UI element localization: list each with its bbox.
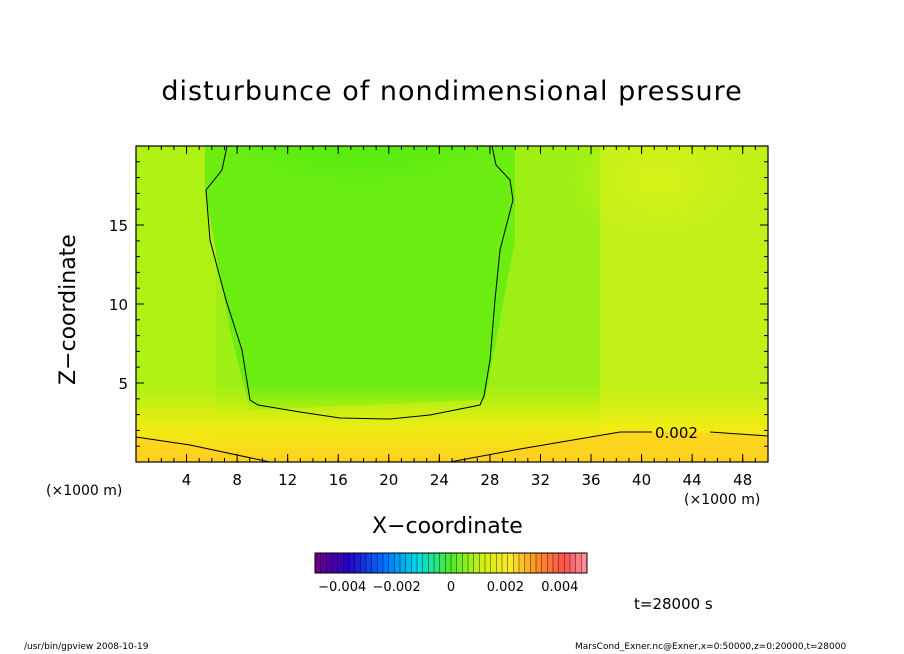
colorbar-cell bbox=[575, 553, 582, 573]
colorbar-cell bbox=[541, 553, 548, 573]
colorbar-cell bbox=[332, 553, 339, 573]
colorbar-cell bbox=[485, 553, 492, 573]
x-unit-right: (×1000 m) bbox=[684, 492, 761, 508]
colorbar-cell bbox=[388, 553, 395, 573]
colorbar-cell bbox=[553, 553, 560, 573]
x-tick-label: 8 bbox=[232, 471, 242, 489]
x-tick-label: 48 bbox=[733, 471, 752, 489]
colorbar-cell bbox=[434, 553, 441, 573]
heatmap-field bbox=[136, 146, 768, 462]
colorbar-cell bbox=[456, 553, 463, 573]
colorbar-cell bbox=[405, 553, 412, 573]
colorbar-cell bbox=[473, 553, 480, 573]
colorbar-cell bbox=[417, 553, 424, 573]
colorbar-cell bbox=[366, 553, 373, 573]
colorbar-cell bbox=[315, 553, 322, 573]
y-tick-label: 15 bbox=[109, 217, 128, 235]
colorbar-cell bbox=[513, 553, 520, 573]
colorbar-cell bbox=[343, 553, 350, 573]
colorbar-cell bbox=[371, 553, 378, 573]
colorbar-tick-label: −0.002 bbox=[373, 580, 421, 595]
x-tick-label: 32 bbox=[531, 471, 550, 489]
colorbar-cell bbox=[564, 553, 571, 573]
colorbar-cell bbox=[349, 553, 356, 573]
colorbar-tick-label: −0.004 bbox=[318, 580, 366, 595]
chart-title: disturbunce of nondimensional pressure bbox=[161, 76, 743, 107]
colorbar-cell bbox=[524, 553, 531, 573]
colorbar-cell bbox=[394, 553, 401, 573]
colorbar-cell bbox=[519, 553, 526, 573]
x-tick-label: 24 bbox=[430, 471, 449, 489]
colorbar-cell bbox=[422, 553, 429, 573]
y-tick-label: 10 bbox=[109, 296, 128, 314]
footer-source: MarsCond_Exner.nc@Exner,x=0:50000,z=0:20… bbox=[575, 642, 847, 652]
colorbar-cell bbox=[428, 553, 435, 573]
contour-label: 0.002 bbox=[655, 424, 698, 442]
colorbar-cell bbox=[547, 553, 554, 573]
colorbar-cell bbox=[570, 553, 577, 573]
colorbar-cell bbox=[354, 553, 361, 573]
x-tick-label: 40 bbox=[632, 471, 651, 489]
colorbar-tick-label: 0.004 bbox=[541, 580, 578, 595]
colorbar-cell bbox=[558, 553, 565, 573]
colorbar-cell bbox=[383, 553, 390, 573]
colorbar-cell bbox=[326, 553, 333, 573]
x-axis-label: X−coordinate bbox=[372, 514, 523, 539]
x-tick-label: 4 bbox=[182, 471, 192, 489]
x-tick-label: 36 bbox=[581, 471, 600, 489]
colorbar-cell bbox=[451, 553, 458, 573]
colorbar-cell bbox=[411, 553, 418, 573]
colorbar-cell bbox=[462, 553, 469, 573]
colorbar-cell bbox=[581, 553, 588, 573]
x-tick-label: 28 bbox=[480, 471, 499, 489]
x-unit-left: (×1000 m) bbox=[46, 483, 123, 499]
colorbar-cell bbox=[507, 553, 514, 573]
colorbar-tick-label: 0.002 bbox=[487, 580, 524, 595]
colorbar-cell bbox=[337, 553, 344, 573]
x-tick-label: 44 bbox=[683, 471, 702, 489]
colorbar-cell bbox=[530, 553, 537, 573]
colorbar-cell bbox=[496, 553, 503, 573]
colorbar-cell bbox=[445, 553, 452, 573]
footer-command: /usr/bin/gpview 2008-10-19 bbox=[24, 642, 149, 652]
colorbar-cell bbox=[377, 553, 384, 573]
x-tick-label: 20 bbox=[379, 471, 398, 489]
contour-lines bbox=[135, 145, 769, 463]
colorbar-cell bbox=[400, 553, 407, 573]
colorbar-cell bbox=[479, 553, 486, 573]
colorbar-frame bbox=[314, 552, 588, 574]
colorbar-tick-label: 0 bbox=[447, 580, 455, 595]
y-tick-label: 5 bbox=[118, 375, 128, 393]
colorbar-cell bbox=[320, 553, 327, 573]
colorbar-cell bbox=[536, 553, 543, 573]
x-tick-label: 16 bbox=[329, 471, 348, 489]
time-label: t=28000 s bbox=[634, 595, 713, 613]
colorbar-cell bbox=[360, 553, 367, 573]
colorbar-cell bbox=[468, 553, 475, 573]
x-tick-label: 12 bbox=[278, 471, 297, 489]
colorbar-cell bbox=[439, 553, 446, 573]
colorbar-cell bbox=[490, 553, 497, 573]
y-axis-label: Z−coordinate bbox=[56, 234, 81, 385]
colorbar-cell bbox=[502, 553, 509, 573]
